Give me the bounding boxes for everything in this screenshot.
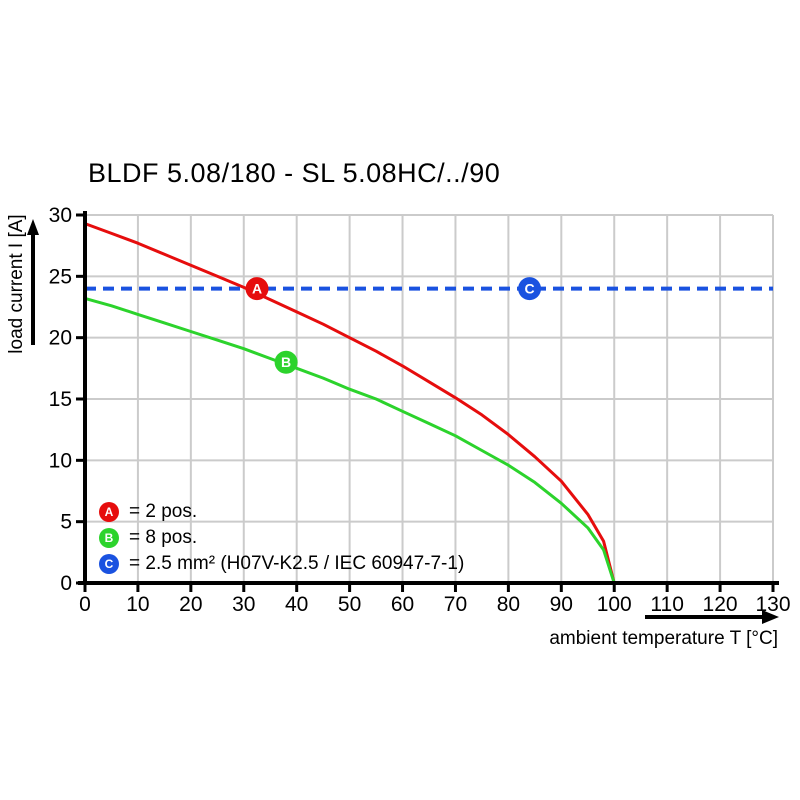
legend-item-a: A = 2 pos. xyxy=(99,501,464,522)
marker-b: B xyxy=(274,350,298,374)
legend-text-a: = 2 pos. xyxy=(129,501,198,522)
marker-c: C xyxy=(518,277,542,301)
y-tick-label: 15 xyxy=(49,388,72,411)
x-tick-label: 90 xyxy=(550,593,573,616)
marker-a: A xyxy=(245,277,269,301)
svg-text:A: A xyxy=(252,281,262,297)
svg-text:B: B xyxy=(281,354,291,370)
chart-title: BLDF 5.08/180 - SL 5.08HC/../90 xyxy=(88,158,501,188)
grid-lines xyxy=(85,214,774,583)
legend-marker-c-icon: C xyxy=(99,554,119,574)
y-tick-label: 30 xyxy=(49,204,72,227)
svg-text:C: C xyxy=(524,281,534,297)
legend: A = 2 pos. B = 8 pos. C = 2.5 mm² (H07V-… xyxy=(99,501,465,580)
x-tick-label: 110 xyxy=(650,593,683,616)
x-tick-label: 50 xyxy=(338,593,361,616)
legend-marker-b-icon: B xyxy=(99,528,119,548)
legend-item-b: B = 8 pos. xyxy=(99,527,464,548)
series-a xyxy=(83,222,616,585)
x-tick-label: 20 xyxy=(179,593,202,616)
y-tick-label: 5 xyxy=(60,511,72,534)
x-tick-label: 30 xyxy=(232,593,255,616)
legend-item-c: C = 2.5 mm² (H07V-K2.5 / IEC 60947-7-1) xyxy=(99,553,465,574)
legend-text-c: = 2.5 mm² (H07V-K2.5 / IEC 60947-7-1) xyxy=(129,553,465,574)
x-tick-label: 40 xyxy=(285,593,308,616)
x-tick-label: 120 xyxy=(703,593,738,616)
legend-marker-a-icon: A xyxy=(99,502,119,522)
x-tick-label: 0 xyxy=(79,593,91,616)
y-tick-label: 0 xyxy=(60,572,72,595)
y-tick-label: 10 xyxy=(49,449,72,472)
axis-arrows xyxy=(27,219,779,624)
y-tick-label: 25 xyxy=(49,265,72,288)
x-tick-label: 80 xyxy=(497,593,520,616)
y-tick-label: 20 xyxy=(49,327,72,350)
legend-text-b: = 8 pos. xyxy=(129,527,198,548)
axes: 0 10 20 30 40 50 60 70 80 90 100 110 120 130 0 5 10 15 20 2… xyxy=(49,204,791,616)
x-tick-label: 70 xyxy=(444,593,467,616)
x-tick-label: 10 xyxy=(126,593,149,616)
series-b xyxy=(83,296,616,585)
x-tick-label: 60 xyxy=(391,593,414,616)
x-tick-label: 130 xyxy=(755,593,790,616)
x-axis-label: ambient temperature T [°C] xyxy=(549,628,778,649)
x-tick-label: 100 xyxy=(597,593,632,616)
